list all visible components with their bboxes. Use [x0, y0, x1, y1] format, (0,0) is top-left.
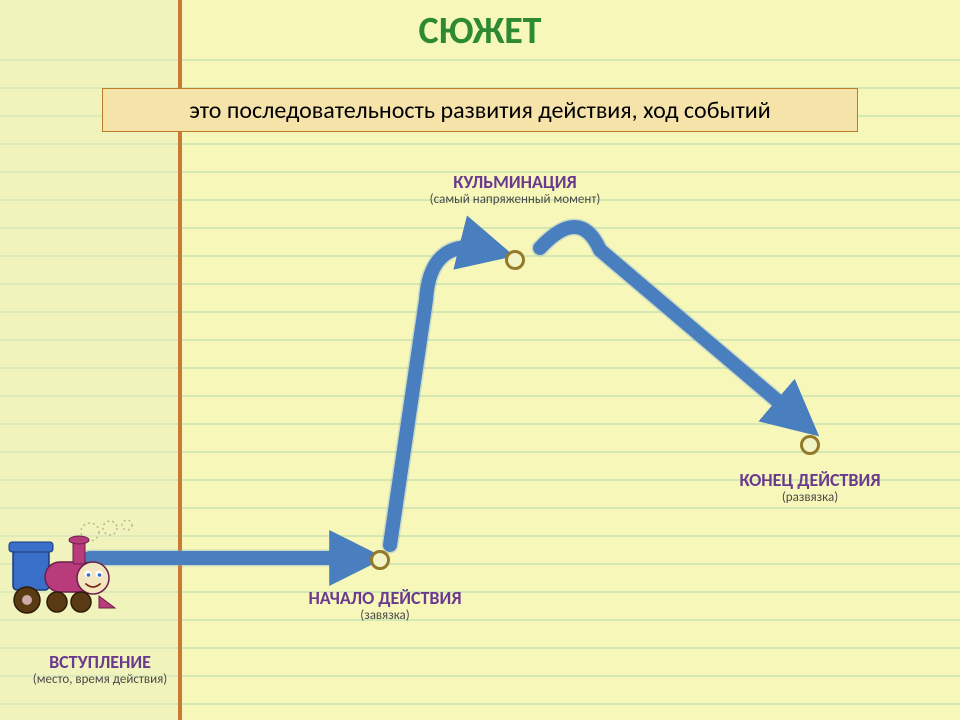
label-start-title: НАЧАЛО ДЕЙСТВИЯ: [270, 588, 500, 609]
slide-stage: СЮЖЕТ это последовательность развития де…: [0, 0, 960, 720]
label-end-title: КОНЕЦ ДЕЙСТВИЯ: [700, 470, 920, 491]
label-climax-title: КУЛЬМИНАЦИЯ: [370, 172, 660, 193]
definition-box: это последовательность развития действия…: [102, 88, 858, 132]
node-start: [370, 550, 390, 570]
label-end: КОНЕЦ ДЕЙСТВИЯ (развязка): [700, 470, 920, 506]
label-climax: КУЛЬМИНАЦИЯ (самый напряженный момент): [370, 172, 660, 208]
node-climax: [505, 250, 525, 270]
label-end-sub: (развязка): [700, 491, 920, 506]
label-intro: ВСТУПЛЕНИЕ (место, время действия): [0, 652, 200, 688]
definition-text: это последовательность развития действия…: [189, 96, 770, 125]
page-title: СЮЖЕТ: [0, 8, 960, 54]
title-text: СЮЖЕТ: [419, 8, 542, 54]
label-intro-sub: (место, время действия): [0, 673, 200, 688]
label-intro-title: ВСТУПЛЕНИЕ: [0, 652, 200, 673]
label-start: НАЧАЛО ДЕЙСТВИЯ (завязка): [270, 588, 500, 624]
label-climax-sub: (самый напряженный момент): [370, 193, 660, 208]
label-start-sub: (завязка): [270, 609, 500, 624]
node-end: [800, 435, 820, 455]
